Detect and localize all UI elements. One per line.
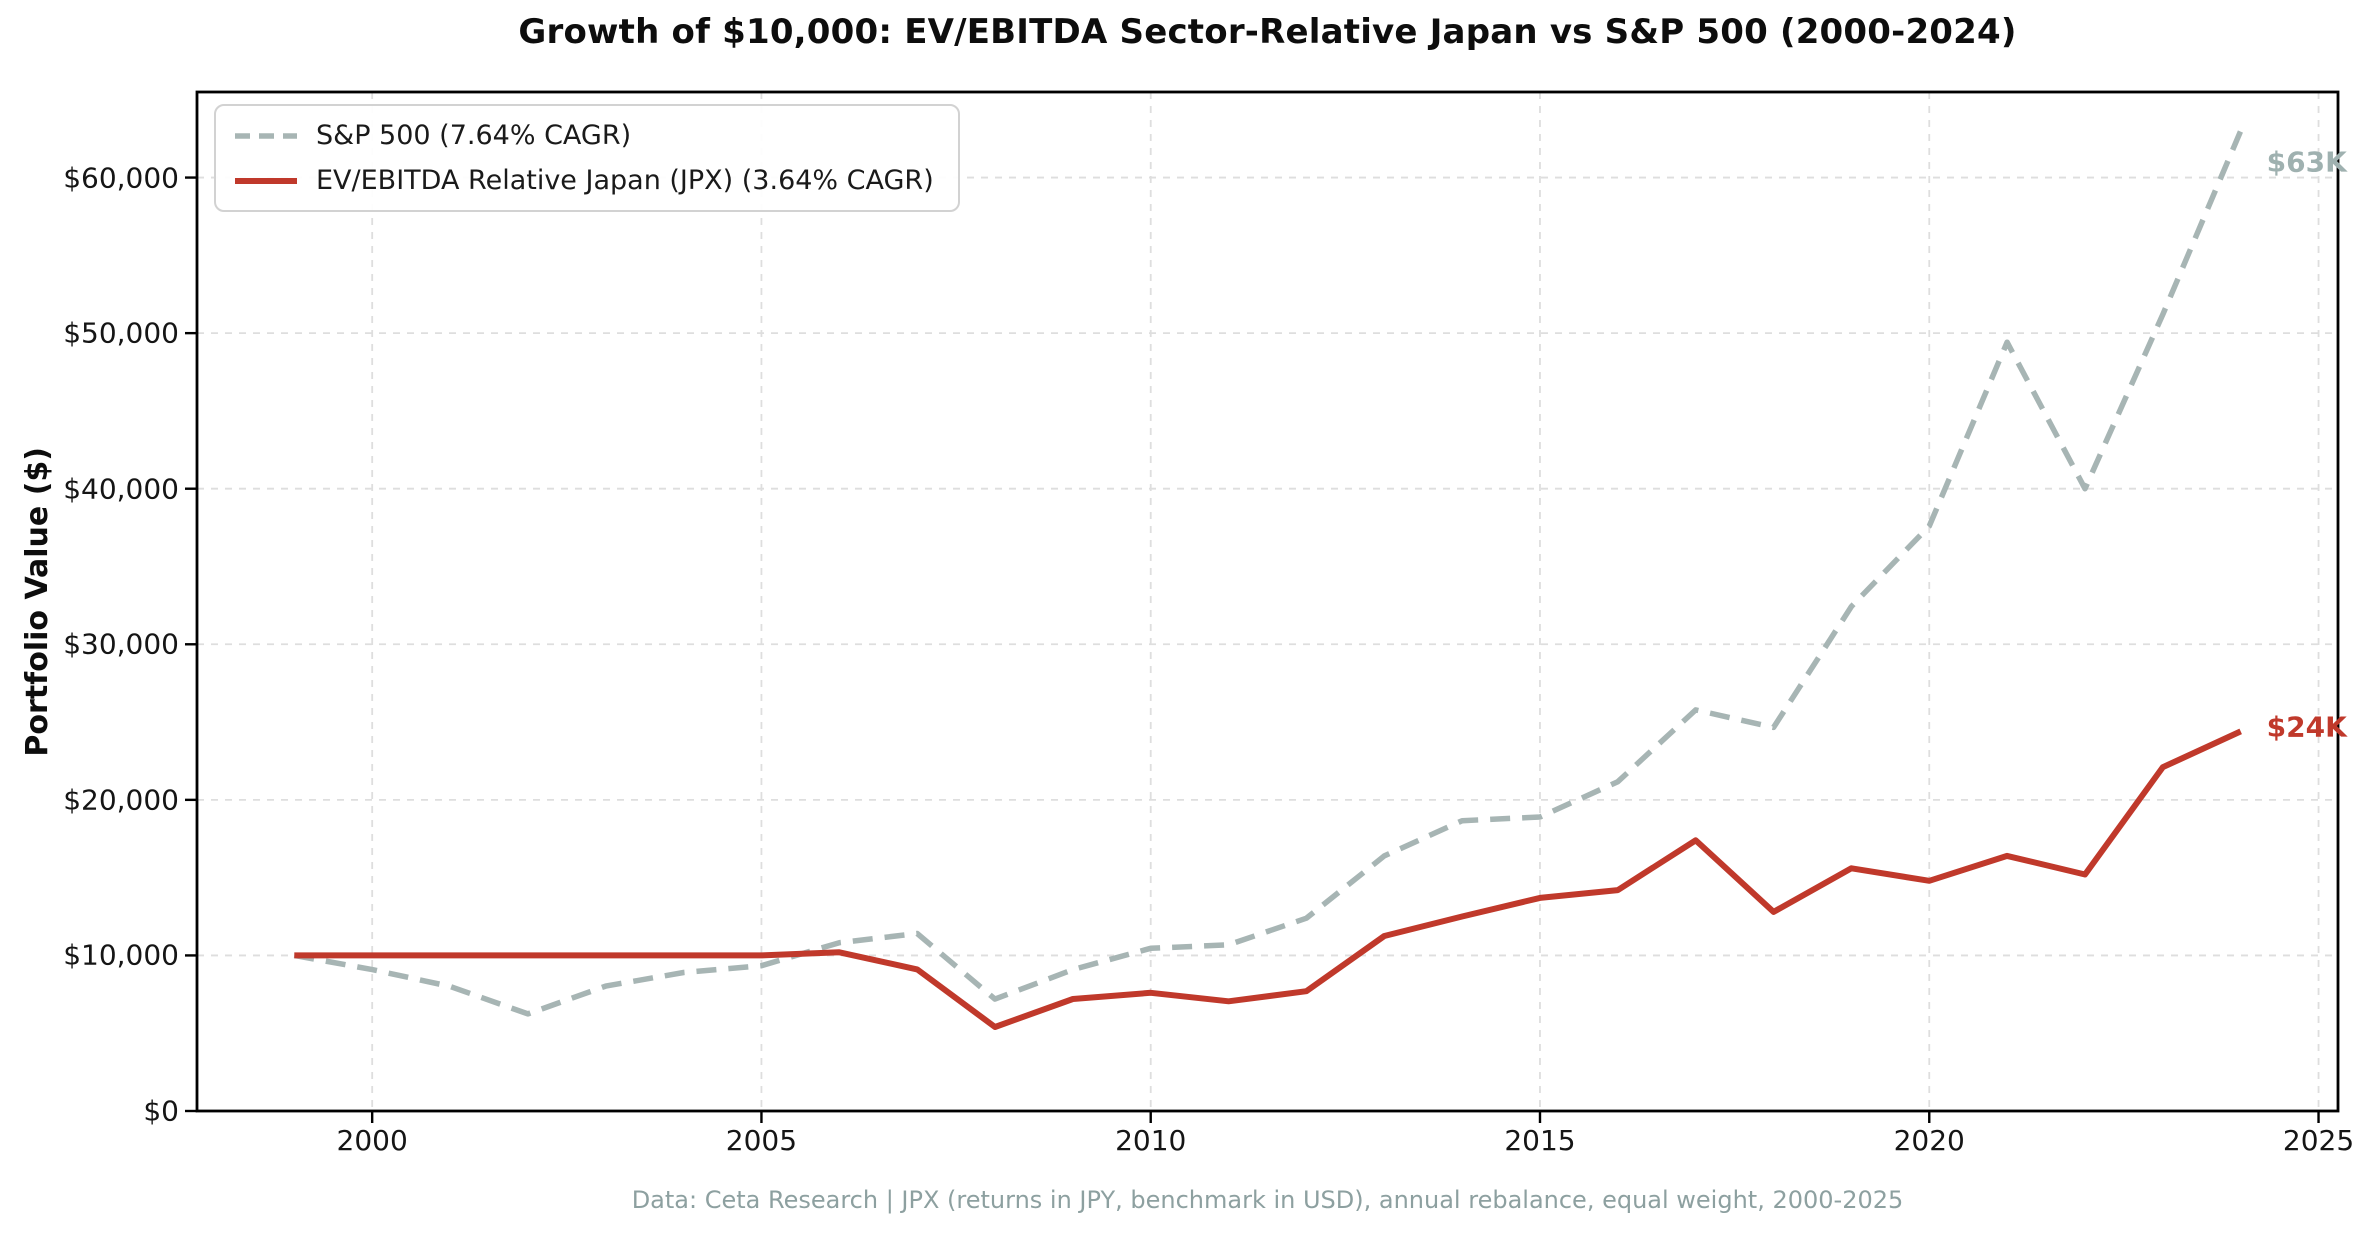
x-tick-label-2025: 2025 bbox=[2282, 1124, 2355, 1157]
x-tick-label-2010: 2010 bbox=[1115, 1124, 1187, 1157]
legend-swatch-sp500-dashed-line bbox=[235, 132, 297, 139]
sp500-line bbox=[293, 129, 2244, 1017]
y-axis-title-text: Portfolio Value ($) bbox=[19, 446, 55, 757]
y-tick-label-60000: $60,000 bbox=[63, 161, 179, 195]
x-tick-label-2000: 2000 bbox=[336, 1124, 408, 1157]
plot-area: S&P 500 (7.64% CAGR) EV/EBITDA Relative … bbox=[63, 90, 2354, 1157]
y-tick-label-30000: $30,000 bbox=[63, 627, 179, 661]
x-tick-label-2020: 2020 bbox=[1893, 1124, 1965, 1157]
end-value-label-japan: $24K bbox=[2266, 710, 2347, 744]
y-tick-label-0: $0 bbox=[143, 1094, 179, 1128]
x-tick-label-2005: 2005 bbox=[725, 1124, 798, 1157]
legend: S&P 500 (7.64% CAGR) EV/EBITDA Relative … bbox=[214, 104, 960, 212]
legend-item-japan: EV/EBITDA Relative Japan (JPX) (3.64% CA… bbox=[234, 165, 934, 196]
legend-item-sp500: S&P 500 (7.64% CAGR) bbox=[234, 120, 934, 151]
y-tick-label-40000: $40,000 bbox=[63, 472, 179, 506]
plot-canvas bbox=[185, 90, 2340, 1123]
plot-border bbox=[195, 90, 2340, 1113]
y-tick-label-10000: $10,000 bbox=[63, 938, 179, 972]
legend-label-sp500: S&P 500 (7.64% CAGR) bbox=[316, 120, 632, 151]
japan-line bbox=[294, 728, 2242, 1030]
y-tick-label-50000: $50,000 bbox=[63, 316, 179, 350]
legend-label-japan: EV/EBITDA Relative Japan (JPX) (3.64% CA… bbox=[316, 165, 934, 196]
legend-swatch-japan-solid-line bbox=[235, 177, 297, 184]
source-caption: Data: Ceta Research | JPX (returns in JP… bbox=[631, 1186, 1904, 1214]
y-axis-title: Portfolio Value ($) bbox=[14, 92, 60, 1111]
chart-title: Growth of $10,000: EV/EBITDA Sector-Rela… bbox=[518, 12, 2017, 52]
x-tick-label-2015: 2015 bbox=[1504, 1124, 1576, 1157]
y-tick-label-20000: $20,000 bbox=[63, 783, 179, 817]
end-value-label-sp500: $63K bbox=[2266, 145, 2347, 179]
